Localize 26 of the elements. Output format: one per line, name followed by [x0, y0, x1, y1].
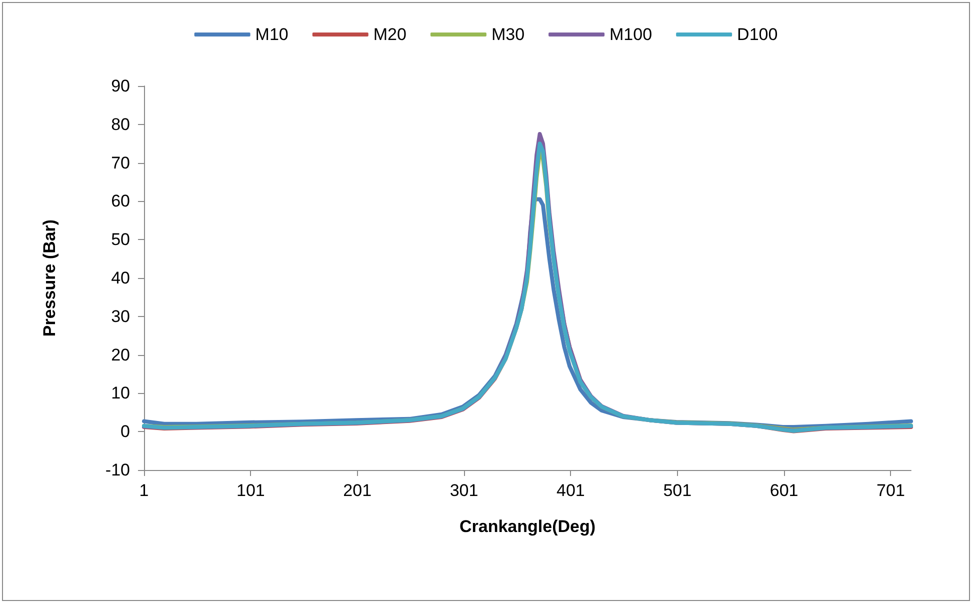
legend-label: M10 [255, 25, 288, 44]
legend-label: M20 [373, 25, 406, 44]
x-axis-title: Crankangle(Deg) [459, 517, 596, 536]
y-tick-label: 10 [111, 384, 130, 403]
y-axis-title: Pressure (Bar) [40, 219, 59, 337]
y-tick-label: -10 [105, 460, 130, 480]
legend-label: D100 [737, 25, 778, 44]
x-tick-label: 601 [770, 481, 798, 500]
y-tick-label: 20 [111, 345, 130, 364]
y-tick-label: 90 [111, 76, 130, 96]
x-tick-label: 701 [876, 481, 905, 500]
legend-label: M100 [610, 25, 652, 44]
x-tick-label: 401 [556, 481, 585, 500]
legend-label: M30 [491, 25, 525, 44]
y-tick-label: 40 [111, 268, 130, 288]
y-tick-label: 30 [111, 306, 130, 326]
x-tick-label: 101 [236, 481, 265, 500]
y-tick-label: 60 [111, 192, 130, 211]
x-tick-label: 201 [343, 481, 372, 500]
y-tick-label: 0 [120, 422, 130, 442]
x-tick-label: 301 [450, 481, 478, 500]
x-tick-label: 501 [663, 481, 692, 500]
y-tick-label: 50 [111, 230, 130, 250]
x-tick-label: 1 [139, 481, 149, 500]
y-tick-label: 80 [111, 114, 130, 134]
y-tick-label: 70 [111, 153, 130, 172]
